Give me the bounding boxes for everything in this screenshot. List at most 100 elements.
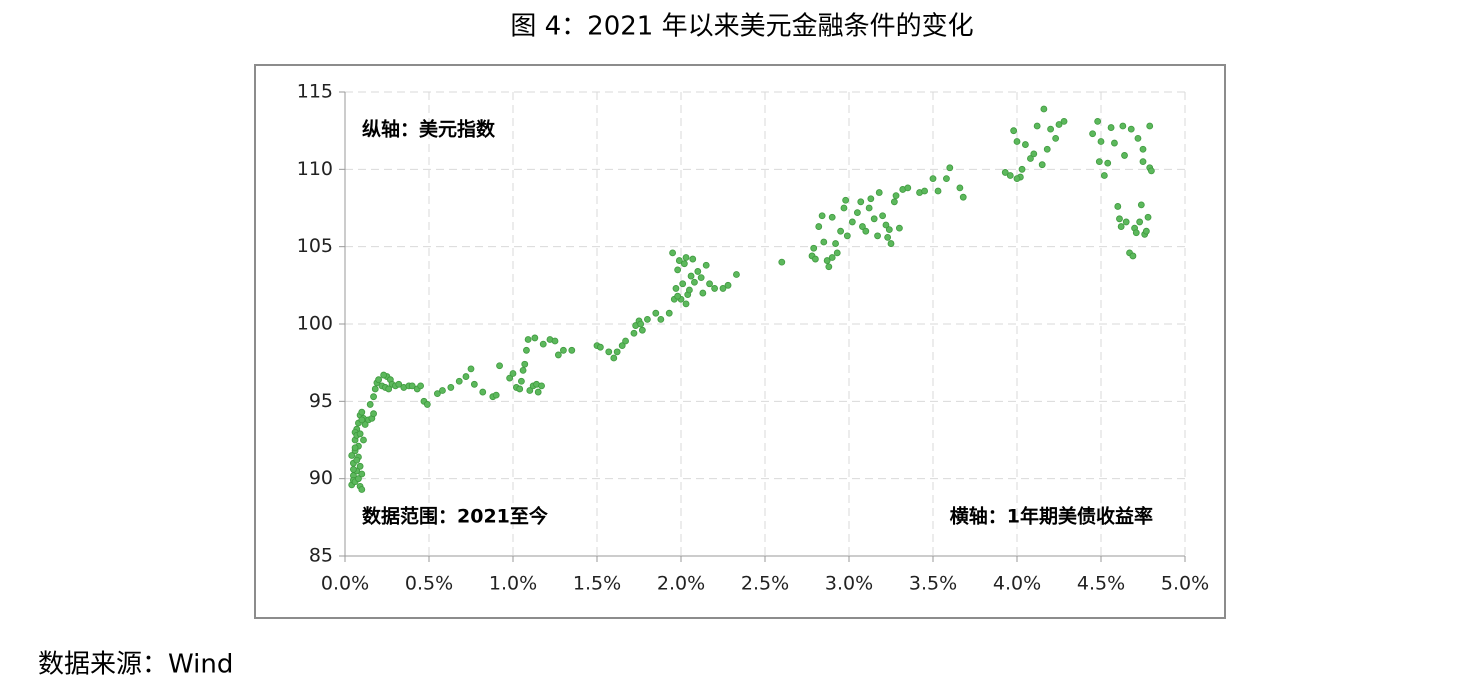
point <box>828 213 836 221</box>
point <box>506 374 514 382</box>
point <box>353 456 361 464</box>
point <box>843 232 851 240</box>
point <box>686 286 693 294</box>
point <box>358 416 366 424</box>
point <box>554 351 562 359</box>
point <box>1139 145 1147 153</box>
point <box>887 240 895 247</box>
point <box>496 362 503 370</box>
point <box>613 348 621 356</box>
point <box>370 393 377 401</box>
annotation: 横轴：1年期美债收益率 <box>950 505 1153 528</box>
point <box>467 365 475 373</box>
point <box>833 249 841 257</box>
point <box>524 336 532 343</box>
point <box>672 285 680 292</box>
point <box>1033 122 1041 130</box>
point <box>842 196 850 204</box>
point <box>702 261 710 269</box>
point <box>689 255 697 263</box>
point <box>1127 125 1135 133</box>
point <box>356 462 364 470</box>
x-tick-label: 0.5% <box>405 573 453 595</box>
point <box>1097 138 1105 145</box>
point <box>870 215 878 223</box>
point <box>385 385 393 393</box>
point <box>904 184 912 192</box>
point <box>618 342 626 350</box>
point <box>1107 124 1115 131</box>
point <box>694 268 702 275</box>
point <box>1121 152 1128 159</box>
point <box>355 475 362 483</box>
point <box>840 204 848 212</box>
point <box>882 221 890 229</box>
point <box>675 257 683 264</box>
point <box>884 233 892 241</box>
y-tick-label: 85 <box>309 545 333 567</box>
point <box>358 470 366 478</box>
x-tick-label: 2.5% <box>741 573 789 595</box>
point <box>874 232 881 240</box>
y-tick-label: 90 <box>309 467 333 489</box>
point <box>1139 158 1147 166</box>
point <box>492 391 500 399</box>
point <box>1129 252 1137 260</box>
point <box>1001 169 1009 176</box>
point <box>837 227 844 235</box>
point <box>657 315 665 323</box>
point <box>875 189 883 196</box>
point <box>521 360 529 368</box>
point <box>674 292 682 300</box>
point <box>479 388 487 396</box>
point <box>823 257 831 264</box>
point <box>1055 121 1063 128</box>
x-tick-label: 4.5% <box>1077 573 1125 595</box>
point <box>447 384 455 391</box>
point <box>596 343 604 351</box>
point <box>526 387 534 394</box>
point <box>519 366 527 374</box>
point <box>682 300 690 308</box>
point <box>959 193 967 201</box>
point <box>682 254 690 261</box>
point <box>956 184 964 192</box>
point <box>1052 134 1060 142</box>
point <box>1144 213 1152 221</box>
point <box>439 387 446 394</box>
point <box>518 377 525 385</box>
point <box>733 271 740 278</box>
point <box>848 218 856 226</box>
point <box>358 486 366 493</box>
point <box>516 385 524 393</box>
x-tick-label: 3.0% <box>825 573 873 595</box>
point <box>1119 122 1127 130</box>
point <box>462 373 470 380</box>
point <box>568 346 576 354</box>
point <box>370 410 377 418</box>
point <box>531 334 539 342</box>
x-tick-label: 1.5% <box>573 573 621 595</box>
point <box>1117 223 1125 230</box>
point <box>862 227 870 235</box>
point <box>375 376 383 384</box>
point <box>348 452 356 459</box>
point <box>879 212 886 220</box>
point <box>1100 172 1108 179</box>
point <box>946 164 954 172</box>
point <box>810 244 818 252</box>
chart-frame <box>254 64 1226 619</box>
x-tick-label: 5.0% <box>1161 573 1209 595</box>
point <box>711 285 718 292</box>
point <box>423 401 431 408</box>
point <box>395 380 403 388</box>
point <box>892 192 900 200</box>
point <box>665 309 673 317</box>
y-tick-label: 110 <box>297 158 333 180</box>
point <box>1013 175 1021 183</box>
point <box>719 285 727 292</box>
point <box>828 254 836 261</box>
chart-title: 图 4：2021 年以来美元金融条件的变化 <box>510 12 973 42</box>
